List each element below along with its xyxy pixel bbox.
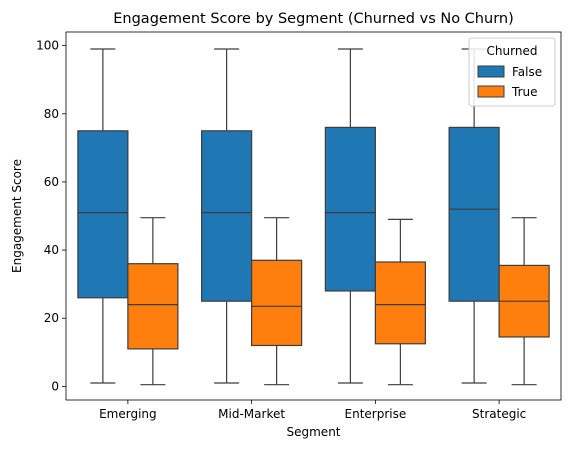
- y-tick-label: 20: [44, 311, 59, 325]
- iqr-box: [127, 263, 179, 350]
- y-tick-label: 40: [44, 243, 59, 257]
- box-Mid-Market-True: [251, 217, 303, 386]
- iqr-box: [324, 126, 376, 292]
- y-axis: 0 20 40 60 80 100: [36, 39, 66, 393]
- y-tick-label: 100: [36, 39, 59, 53]
- iqr-box: [374, 261, 426, 345]
- legend-title: Churned: [487, 44, 538, 58]
- y-tick-label: 80: [44, 107, 59, 121]
- plot-area: [77, 48, 550, 386]
- box-Emerging-False: [77, 48, 129, 384]
- box-Emerging-True: [127, 217, 179, 386]
- x-axis-label: Segment: [287, 425, 341, 439]
- y-axis-label: Engagement Score: [10, 159, 24, 273]
- x-tick-label: Emerging: [99, 407, 157, 421]
- legend: Churned False True: [468, 37, 556, 107]
- box-Enterprise-False: [324, 48, 376, 384]
- legend-label-True: True: [511, 85, 538, 99]
- iqr-box: [77, 130, 129, 299]
- x-tick-label: Strategic: [472, 407, 526, 421]
- box-Enterprise-True: [374, 218, 426, 386]
- iqr-box: [201, 130, 253, 302]
- x-tick-label: Mid-Market: [218, 407, 285, 421]
- x-tick-label: Enterprise: [345, 407, 407, 421]
- y-tick-label: 0: [51, 379, 59, 393]
- chart-title: Engagement Score by Segment (Churned vs …: [113, 11, 514, 27]
- x-axis: Emerging Mid-Market Enterprise Strategic: [99, 400, 526, 421]
- iqr-box: [251, 259, 303, 347]
- legend-label-False: False: [512, 65, 542, 79]
- legend-swatch-False: [477, 65, 505, 78]
- plot-frame: [65, 31, 562, 401]
- legend-swatch-True: [477, 85, 505, 98]
- iqr-box: [448, 126, 500, 302]
- y-tick-label: 60: [44, 175, 59, 189]
- box-Mid-Market-False: [201, 48, 253, 384]
- box-Strategic-True: [498, 217, 550, 386]
